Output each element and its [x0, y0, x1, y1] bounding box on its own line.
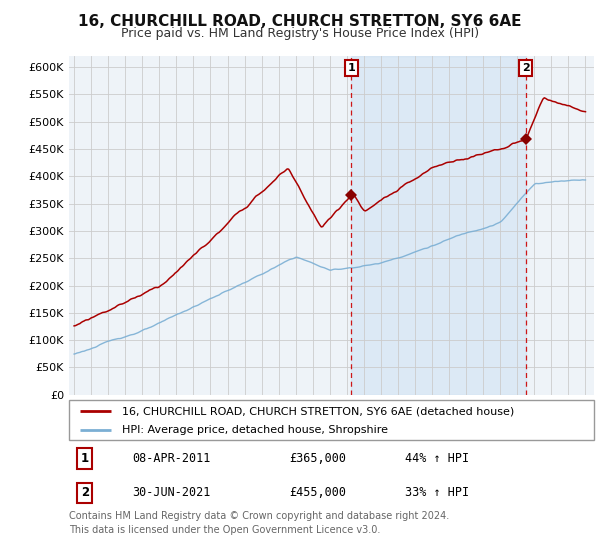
Text: 2: 2 [80, 486, 89, 499]
Text: 30-JUN-2021: 30-JUN-2021 [132, 486, 211, 499]
Text: 1: 1 [347, 63, 355, 73]
Text: 44% ↑ HPI: 44% ↑ HPI [405, 452, 469, 465]
Text: 16, CHURCHILL ROAD, CHURCH STRETTON, SY6 6AE: 16, CHURCHILL ROAD, CHURCH STRETTON, SY6… [78, 14, 522, 29]
Bar [352, 56, 526, 395]
FancyBboxPatch shape [69, 400, 594, 440]
Text: Contains HM Land Registry data © Crown copyright and database right 2024.
This d: Contains HM Land Registry data © Crown c… [69, 511, 449, 535]
Text: 1: 1 [80, 452, 89, 465]
Text: 2: 2 [522, 63, 530, 73]
Text: 33% ↑ HPI: 33% ↑ HPI [405, 486, 469, 499]
Text: £455,000: £455,000 [290, 486, 347, 499]
Text: £365,000: £365,000 [290, 452, 347, 465]
Text: 08-APR-2011: 08-APR-2011 [132, 452, 211, 465]
Text: HPI: Average price, detached house, Shropshire: HPI: Average price, detached house, Shro… [121, 425, 388, 435]
Text: 16, CHURCHILL ROAD, CHURCH STRETTON, SY6 6AE (detached house): 16, CHURCHILL ROAD, CHURCH STRETTON, SY6… [121, 407, 514, 417]
Text: Price paid vs. HM Land Registry's House Price Index (HPI): Price paid vs. HM Land Registry's House … [121, 27, 479, 40]
